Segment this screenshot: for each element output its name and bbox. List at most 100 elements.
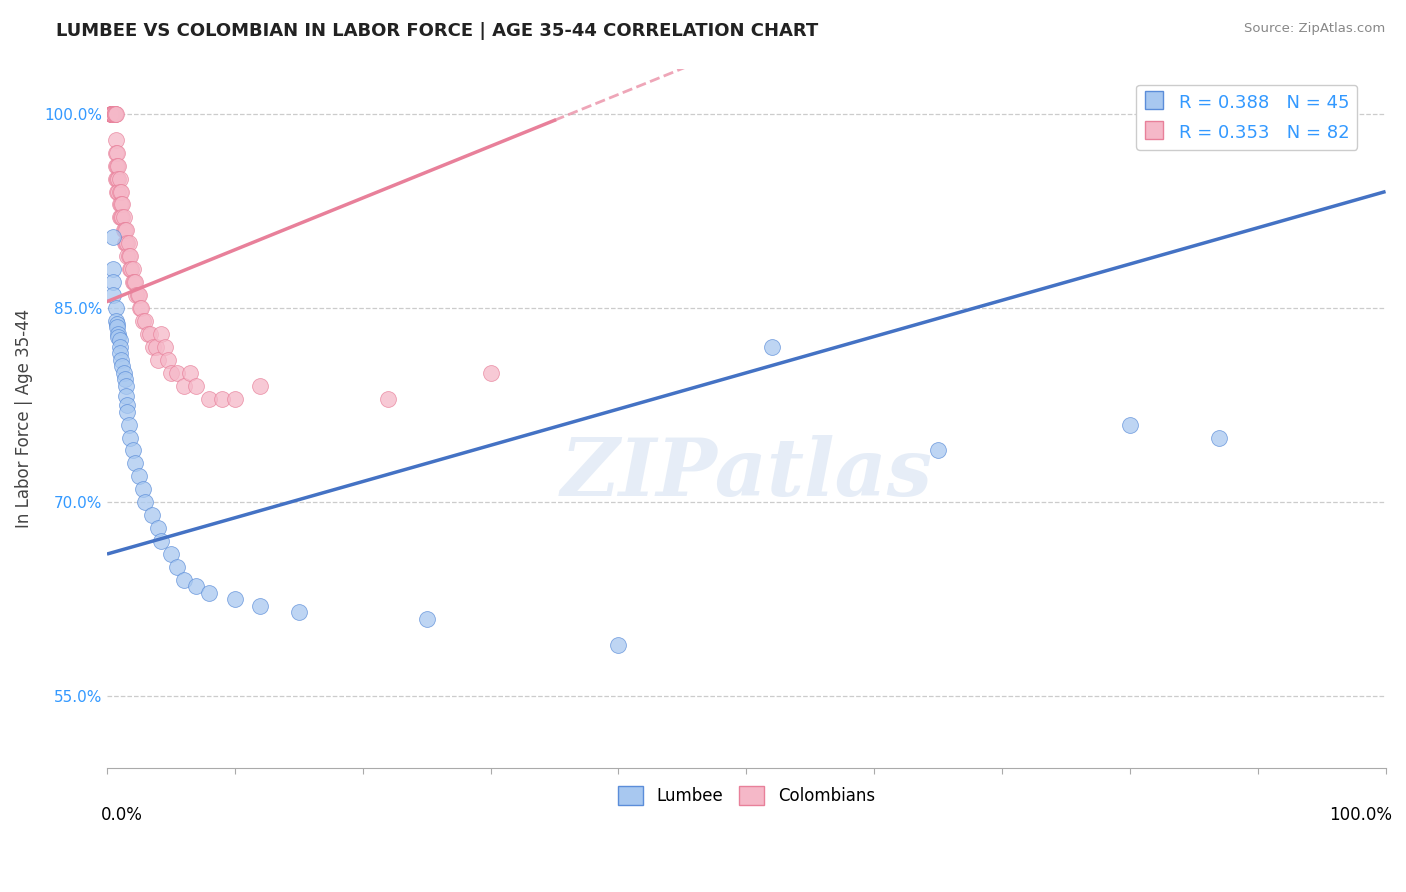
Point [134, 495, 156, 509]
Point [128, 288, 150, 302]
Point [114, 236, 136, 251]
Point [105, 159, 128, 173]
Point [198, 392, 221, 406]
Point [103, 107, 125, 121]
Point [124, 275, 146, 289]
Point [103, 107, 125, 121]
Point [118, 417, 141, 432]
Point [179, 366, 201, 380]
Point [101, 107, 124, 121]
Point [1119, 417, 1142, 432]
Point [111, 197, 134, 211]
Point [118, 431, 141, 445]
Point [149, 534, 172, 549]
Point [120, 262, 142, 277]
Point [104, 107, 127, 121]
Point [103, 262, 125, 277]
Point [117, 398, 139, 412]
Y-axis label: In Labor Force | Age 35-44: In Labor Force | Age 35-44 [15, 309, 32, 528]
Point [761, 340, 783, 354]
Point [146, 521, 169, 535]
Point [415, 612, 437, 626]
Point [149, 326, 172, 341]
Point [118, 262, 141, 277]
Point [118, 249, 141, 263]
Point [224, 392, 246, 406]
Point [108, 340, 131, 354]
Point [198, 586, 221, 600]
Point [118, 249, 141, 263]
Text: ZIPatlas: ZIPatlas [560, 435, 932, 513]
Point [166, 560, 188, 574]
Point [100, 107, 122, 121]
Point [101, 107, 124, 121]
Point [104, 133, 127, 147]
Point [111, 211, 134, 225]
Point [108, 197, 131, 211]
Point [118, 236, 141, 251]
Point [287, 605, 309, 619]
Point [103, 230, 125, 244]
Point [112, 211, 135, 225]
Point [103, 107, 125, 121]
Point [132, 314, 155, 328]
Point [115, 378, 138, 392]
Point [125, 288, 148, 302]
Point [110, 197, 132, 211]
Point [121, 262, 143, 277]
Text: Source: ZipAtlas.com: Source: ZipAtlas.com [1244, 22, 1385, 36]
Point [186, 579, 208, 593]
Point [103, 288, 125, 302]
Point [107, 326, 129, 341]
Point [107, 329, 129, 343]
Point [121, 443, 143, 458]
Point [108, 346, 131, 360]
Point [115, 236, 138, 251]
Text: 100.0%: 100.0% [1329, 806, 1392, 824]
Point [103, 275, 125, 289]
Point [104, 171, 127, 186]
Point [146, 352, 169, 367]
Point [103, 107, 125, 121]
Point [153, 340, 176, 354]
Point [105, 317, 128, 331]
Point [173, 573, 195, 587]
Point [211, 392, 233, 406]
Point [104, 145, 127, 160]
Point [112, 223, 135, 237]
Text: 0.0%: 0.0% [101, 806, 142, 824]
Point [104, 107, 127, 121]
Point [103, 107, 125, 121]
Point [105, 145, 128, 160]
Point [186, 378, 208, 392]
Point [127, 288, 149, 302]
Point [927, 443, 949, 458]
Point [108, 171, 131, 186]
Point [129, 301, 152, 315]
Point [166, 366, 188, 380]
Point [103, 107, 125, 121]
Point [121, 275, 143, 289]
Point [479, 366, 502, 380]
Point [122, 275, 145, 289]
Point [105, 320, 128, 334]
Point [104, 314, 127, 328]
Legend: Lumbee, Colombians: Lumbee, Colombians [612, 780, 882, 812]
Point [249, 378, 271, 392]
Point [160, 366, 183, 380]
Point [104, 301, 127, 315]
Point [173, 378, 195, 392]
Point [101, 107, 124, 121]
Text: LUMBEE VS COLOMBIAN IN LABOR FORCE | AGE 35-44 CORRELATION CHART: LUMBEE VS COLOMBIAN IN LABOR FORCE | AGE… [56, 22, 818, 40]
Point [100, 107, 122, 121]
Point [117, 404, 139, 418]
Point [104, 107, 127, 121]
Point [141, 508, 163, 523]
Point [104, 159, 127, 173]
Point [134, 314, 156, 328]
Point [249, 599, 271, 613]
Point [114, 372, 136, 386]
Point [104, 107, 127, 121]
Point [115, 389, 138, 403]
Point [107, 159, 129, 173]
